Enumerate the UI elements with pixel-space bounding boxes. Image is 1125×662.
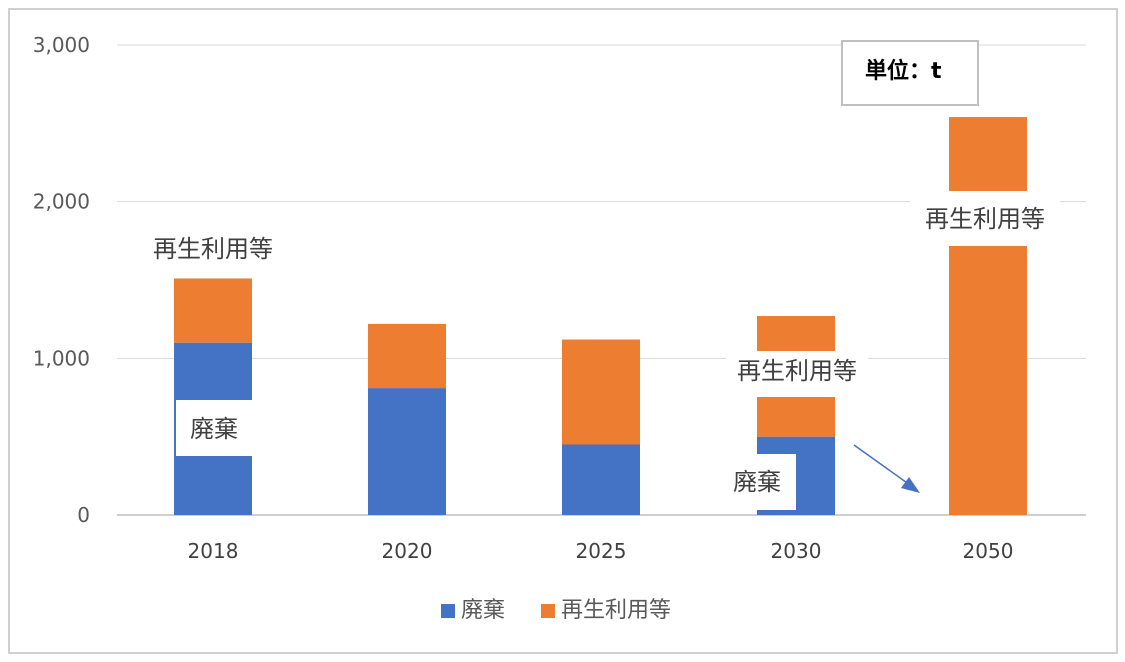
annotation-layer: 廃棄 再生利用等 再生利用等 廃棄 再生利用等 [153, 191, 1060, 510]
x-tick-label: 2018 [188, 539, 239, 563]
annotation-2018-recycle: 再生利用等 [153, 235, 273, 263]
legend-swatch-waste [441, 604, 455, 618]
arrow-head [901, 477, 920, 493]
annotation-2030-waste: 廃棄 [733, 468, 781, 496]
y-tick-label: 2,000 [33, 190, 90, 214]
y-axis-ticks: 0 1,000 2,000 3,000 [33, 33, 90, 527]
unit-label: 単位：t [865, 58, 942, 84]
y-tick-label: 0 [77, 503, 90, 527]
x-tick-label: 2030 [771, 539, 822, 563]
x-tick-label: 2025 [576, 539, 627, 563]
arrow-line [853, 444, 911, 486]
annotation-2018-waste: 廃棄 [190, 415, 238, 443]
chart-svg: 0 1,000 2,000 3,000 2018 2020 2025 2030 2050 廃棄… [33, 33, 1086, 623]
annotation-2030-recycle: 再生利用等 [737, 357, 857, 385]
bar-recycle [368, 323, 446, 389]
bar-recycle [174, 278, 252, 343]
legend-swatch-recycle [541, 604, 555, 618]
bar-waste [368, 388, 446, 515]
annotation-2050-recycle: 再生利用等 [925, 205, 1045, 233]
bar-waste [562, 444, 640, 515]
recycle-label-box-2050 [910, 191, 1060, 246]
legend-label-recycle: 再生利用等 [561, 598, 671, 623]
unit-box: 単位：t [841, 40, 979, 106]
x-tick-label: 2020 [382, 539, 433, 563]
bar-recycle [562, 339, 640, 445]
recycle-label-box-2030 [726, 351, 868, 397]
waste-label-box-2030 [718, 454, 796, 510]
x-axis-ticks: 2018 2020 2025 2030 2050 [188, 539, 1014, 563]
bar-layer [174, 117, 1027, 516]
legend: 廃棄 再生利用等 [441, 598, 671, 623]
bar-recycle [949, 117, 1027, 516]
y-tick-label: 1,000 [33, 346, 90, 370]
unit-box-frame [841, 40, 979, 106]
waste-label-box-2018 [176, 400, 252, 456]
legend-label-waste: 廃棄 [461, 598, 505, 623]
chart-frame: 0 1,000 2,000 3,000 2018 2020 2025 2030 2050 廃棄… [8, 8, 1118, 654]
y-tick-label: 3,000 [33, 33, 90, 57]
x-tick-label: 2050 [963, 539, 1014, 563]
